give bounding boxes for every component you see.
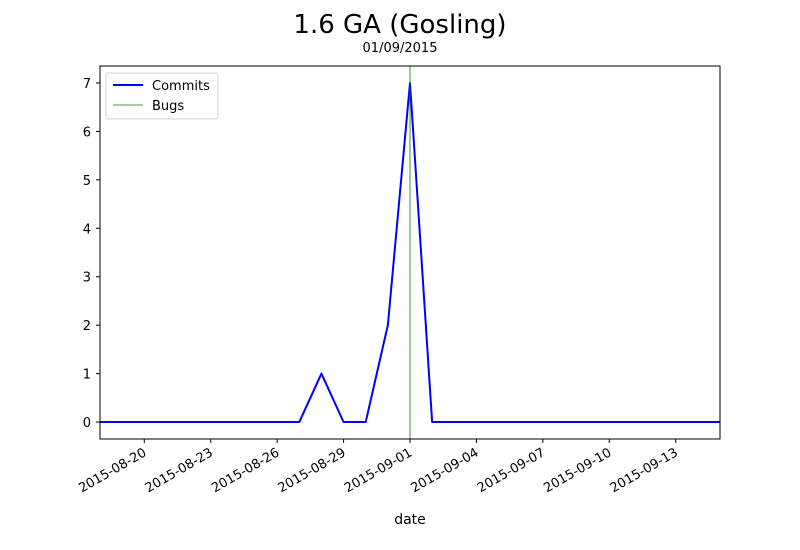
plot-area: [100, 66, 720, 439]
y-tick-label: 3: [83, 271, 91, 286]
x-tick-label: 2015-09-13: [608, 445, 681, 496]
x-tick-label: 2015-09-01: [342, 445, 415, 496]
x-tick-label: 2015-09-04: [408, 445, 481, 496]
y-axis: 0 1 2 3 4 5 6 7: [83, 77, 100, 431]
chart-title: 1.6 GA (Gosling): [293, 10, 506, 40]
y-tick-label: 0: [83, 416, 91, 431]
x-tick-label: 2015-08-29: [276, 445, 349, 496]
chart-subtitle: 01/09/2015: [363, 41, 438, 56]
x-tick-label: 2015-09-07: [475, 445, 548, 496]
x-tick-label: 2015-08-20: [76, 445, 149, 496]
x-axis: 2015-08-202015-08-232015-08-262015-08-29…: [76, 439, 681, 496]
y-tick-label: 2: [83, 319, 91, 334]
plot-frame: [99, 65, 721, 440]
y-tick-label: 4: [83, 222, 91, 237]
legend-label-bugs: Bugs: [152, 99, 184, 114]
y-tick-label: 6: [83, 125, 91, 140]
legend: Commits Bugs: [105, 72, 219, 120]
x-tick-label: 2015-08-26: [209, 445, 282, 496]
y-tick-label: 1: [83, 368, 91, 383]
y-tick-label: 5: [83, 174, 91, 189]
x-axis-label: date: [394, 512, 426, 528]
legend-label-commits: Commits: [152, 79, 210, 94]
x-tick-label: 2015-09-10: [541, 445, 614, 496]
x-tick-label: 2015-08-23: [143, 445, 216, 496]
y-tick-label: 7: [83, 77, 91, 92]
